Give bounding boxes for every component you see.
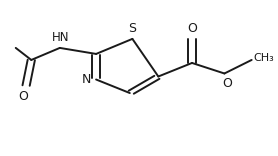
Text: CH₃: CH₃ bbox=[253, 53, 274, 63]
Text: O: O bbox=[19, 90, 28, 103]
Text: N: N bbox=[82, 73, 91, 86]
Text: HN: HN bbox=[52, 31, 70, 44]
Text: S: S bbox=[128, 22, 136, 35]
Text: O: O bbox=[187, 22, 197, 35]
Text: O: O bbox=[222, 77, 232, 90]
